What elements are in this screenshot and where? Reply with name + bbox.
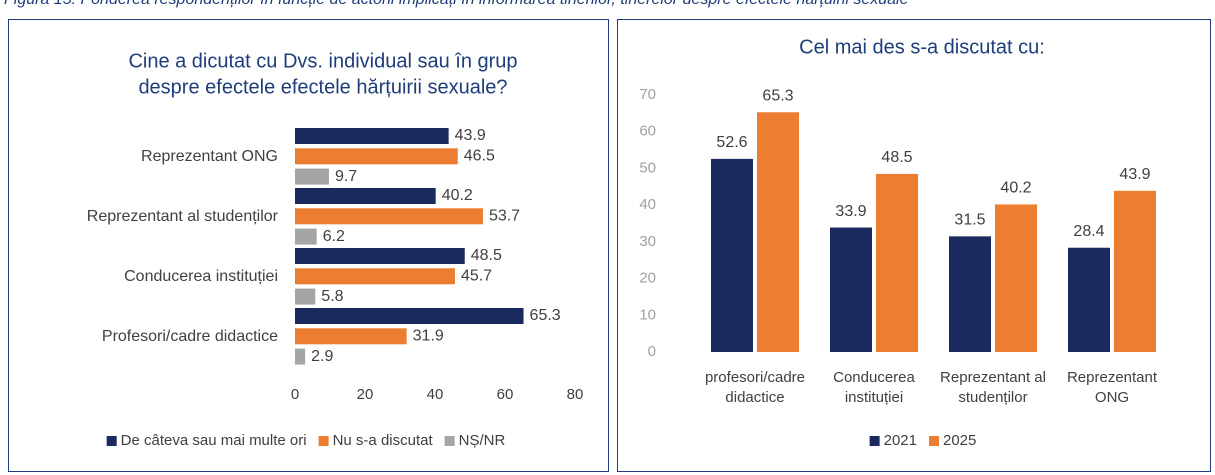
legend-swatch xyxy=(869,436,880,446)
bar xyxy=(1114,190,1156,352)
bar xyxy=(295,208,483,225)
bar xyxy=(876,173,918,352)
y-tick-label: 20 xyxy=(639,270,656,287)
data-label: 48.5 xyxy=(881,149,912,166)
data-label: 48.5 xyxy=(471,247,502,264)
x-tick-label: 80 xyxy=(567,386,584,403)
legend-label: Nu s-a discutat xyxy=(333,432,434,449)
bar xyxy=(995,204,1037,352)
data-label: 40.2 xyxy=(442,187,473,204)
bar xyxy=(295,328,407,345)
legend-label: NȘ/NR xyxy=(459,432,506,449)
legend-label: 2021 xyxy=(884,432,917,449)
data-label: 2.9 xyxy=(311,348,333,365)
y-tick-label: Profesori/cadre didactice xyxy=(102,328,278,345)
data-label: 45.7 xyxy=(461,268,492,285)
y-tick-label: 50 xyxy=(639,159,656,176)
legend-swatch xyxy=(444,436,455,446)
data-label: 46.5 xyxy=(464,148,495,165)
y-tick-label: Conducerea instituției xyxy=(124,268,278,285)
x-tick-label: 40 xyxy=(427,386,444,403)
bar xyxy=(295,308,524,324)
data-label: 33.9 xyxy=(835,203,866,220)
x-tick-label: Reprezentant ONG xyxy=(1066,369,1158,406)
y-tick-label: 0 xyxy=(648,343,656,360)
bar xyxy=(295,168,329,185)
data-label: 31.9 xyxy=(413,328,444,345)
bar xyxy=(1068,247,1110,352)
data-label: 5.8 xyxy=(321,288,343,305)
bar xyxy=(295,248,465,264)
y-tick-label: Reprezentant al studenților xyxy=(87,208,279,225)
legend-label: De câteva sau mai multe ori xyxy=(121,432,307,449)
data-label: 52.6 xyxy=(716,134,747,151)
data-label: 9.7 xyxy=(335,168,357,185)
y-tick-label: 40 xyxy=(639,196,656,213)
data-label: 43.9 xyxy=(1119,166,1150,183)
bar xyxy=(295,188,436,204)
bar xyxy=(757,112,799,353)
chart-title: despre efectele efectele hărțuirii sexua… xyxy=(138,76,507,98)
bar xyxy=(295,228,317,245)
bar xyxy=(295,148,458,165)
bar xyxy=(295,288,316,305)
chart-title: Cine a dicutat cu Dvs. individual sau în… xyxy=(128,50,517,72)
data-label: 6.2 xyxy=(323,228,345,245)
caption: Figura 15. Ponderea respondenților în fu… xyxy=(4,0,908,9)
legend-label: 2025 xyxy=(943,432,976,449)
y-tick-label: 30 xyxy=(639,233,656,250)
bar xyxy=(711,158,753,352)
data-label: 40.2 xyxy=(1000,180,1031,197)
data-label: 43.9 xyxy=(455,127,486,144)
y-tick-label: 70 xyxy=(639,86,656,103)
data-label: 28.4 xyxy=(1073,223,1104,240)
y-tick-label: 10 xyxy=(639,306,656,323)
x-tick-label: profesori/cadre didactice xyxy=(704,369,806,406)
bar xyxy=(295,128,449,144)
data-label: 53.7 xyxy=(489,208,520,225)
y-tick-label: Reprezentant ONG xyxy=(141,148,278,165)
x-tick-label: 20 xyxy=(357,386,374,403)
data-label: 65.3 xyxy=(530,307,561,324)
x-tick-label: Reprezentant al studenților xyxy=(940,369,1046,406)
bar xyxy=(295,348,306,365)
x-tick-label: 0 xyxy=(291,386,299,403)
data-label: 31.5 xyxy=(954,212,985,229)
legend-swatch xyxy=(318,436,329,446)
legend-swatch xyxy=(106,436,117,446)
y-tick-label: 60 xyxy=(639,123,656,140)
data-label: 65.3 xyxy=(762,87,793,104)
x-tick-label: 60 xyxy=(497,386,514,403)
legend-swatch xyxy=(929,436,939,446)
bar xyxy=(949,236,991,352)
bar xyxy=(295,268,455,285)
panel-border xyxy=(8,19,609,472)
x-tick-label: Conducerea instituției xyxy=(833,369,915,406)
chart-title: Cel mai des s-a discutat cu: xyxy=(799,36,1045,58)
panel-border xyxy=(617,19,1211,472)
bar xyxy=(830,227,872,352)
